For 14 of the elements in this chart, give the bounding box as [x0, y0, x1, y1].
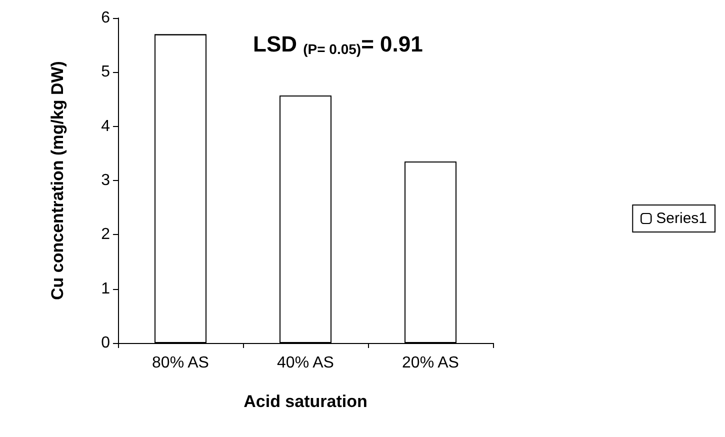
y-tick-label: 2	[101, 226, 110, 244]
x-tick-label: 20% AS	[402, 354, 459, 372]
y-tick-label: 6	[101, 10, 110, 26]
x-tick-label: 80% AS	[152, 354, 209, 372]
y-tick-label: 3	[101, 172, 110, 189]
x-tick-label: 40% AS	[277, 354, 334, 372]
y-tick-label: 1	[101, 280, 110, 298]
legend-label: Series1	[656, 210, 707, 227]
annotation: LSD (P= 0.05)= 0.91	[253, 32, 423, 57]
y-tick-label: 4	[101, 118, 110, 135]
y-axis-title: Cu concentration (mg/kg DW)	[48, 61, 67, 300]
x-axis-title: Acid saturation	[244, 392, 368, 411]
y-tick-label: 5	[101, 64, 110, 81]
y-tick-label: 0	[101, 334, 110, 352]
